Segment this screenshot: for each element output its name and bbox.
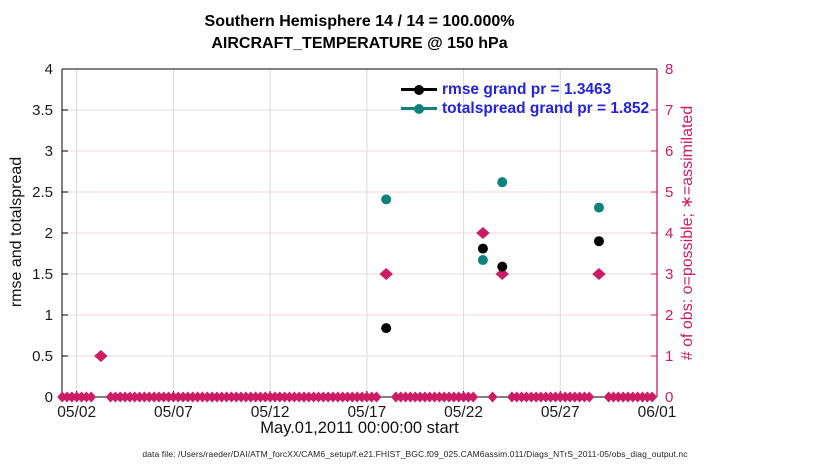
rmse-point (593, 236, 604, 247)
chart-title-block: Southern Hemisphere 14 / 14 = 100.000% A… (62, 11, 657, 55)
right-tick-label: 4 (665, 225, 673, 242)
totalspread-point (497, 177, 508, 188)
right-tick-label: 2 (665, 307, 673, 324)
x-tick-label: 06/01 (638, 404, 677, 421)
zero-obs-diamond (468, 391, 479, 403)
obs-count-point (379, 268, 393, 280)
y-axis-label-left: rmse and totalspread (8, 156, 25, 308)
obs-count-point (94, 350, 108, 362)
totalspread-point (593, 202, 604, 213)
totalspread-point (477, 255, 488, 266)
legend-label-totalspread: totalspread grand pr = 1.852 (442, 99, 650, 117)
left-tick-label: 1 (45, 307, 53, 324)
x-axis-label: May.01,2011 00:00:00 start (260, 419, 459, 437)
legend-item-totalspread: totalspread grand pr = 1.852 (401, 99, 649, 118)
right-tick-label: 5 (665, 184, 673, 201)
right-tick-label: 3 (665, 266, 673, 283)
zero-obs-diamond (584, 391, 595, 403)
obs-count-point (476, 227, 490, 239)
rmse-point (497, 261, 508, 272)
left-tick-label: 2 (45, 225, 53, 242)
zero-obs-diamond (647, 391, 658, 403)
x-tick-label: 05/07 (154, 404, 193, 421)
x-tick-label: 05/02 (57, 404, 96, 421)
obs-count-point (495, 268, 510, 280)
right-tick-label: 1 (665, 348, 673, 365)
chart-title: Southern Hemisphere 14 / 14 = 100.000% (204, 13, 515, 30)
legend-line-rmse-icon (401, 84, 437, 95)
zero-obs-diamond (371, 391, 382, 403)
legend-line-totalspread-icon (401, 103, 437, 114)
left-tick-label: 0.5 (32, 348, 53, 365)
legend-item-rmse: rmse grand pr = 1.3463 (401, 80, 649, 99)
obs-count-point (592, 268, 606, 280)
rmse-point (477, 243, 488, 254)
chart-subtitle: AIRCRAFT_TEMPERATURE @ 150 hPa (211, 35, 508, 52)
left-tick-label: 3 (45, 143, 53, 160)
left-tick-label: 1.5 (32, 266, 53, 283)
right-tick-label: 7 (665, 102, 673, 119)
left-tick-label: 4 (45, 61, 53, 78)
legend-dot-totalspread-icon (414, 103, 424, 114)
right-tick-label: 6 (665, 143, 673, 160)
zero-obs-diamond (86, 391, 97, 403)
legend-dot-rmse-icon (414, 84, 424, 95)
right-tick-label: 0 (665, 389, 673, 406)
data-file-caption: data file: /Users/raeder/DAI/ATM_forcXX/… (142, 449, 688, 459)
left-tick-label: 2.5 (32, 184, 53, 201)
zero-obs-diamond (487, 391, 498, 403)
totalspread-point (381, 194, 392, 205)
x-tick-label: 05/27 (541, 404, 580, 421)
right-tick-label: 8 (665, 61, 673, 78)
rmse-point (381, 323, 392, 334)
legend-label-rmse: rmse grand pr = 1.3463 (442, 80, 612, 98)
x-tick-label: 05/22 (444, 404, 483, 421)
y-axis-label-right: # of obs: o=possible; ∗=assimilated (679, 105, 696, 361)
left-tick-label: 3.5 (32, 102, 53, 119)
x-tick-label: 05/12 (251, 404, 290, 421)
x-tick-label: 05/17 (347, 404, 386, 421)
legend: rmse grand pr = 1.3463 totalspread grand… (401, 80, 649, 118)
left-tick-label: 0 (45, 389, 53, 406)
